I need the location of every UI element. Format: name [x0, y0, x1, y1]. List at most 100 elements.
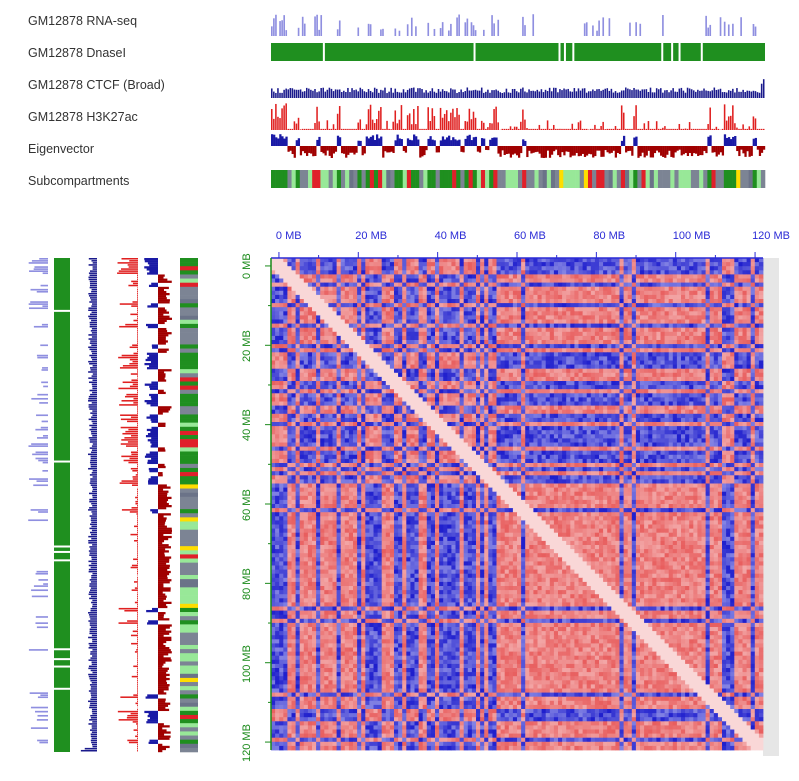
h3k27ac-bar-vertical — [137, 519, 138, 521]
heatmap-cell — [566, 303, 571, 308]
h3k27ac-bar — [524, 119, 526, 130]
heatmap-cell — [652, 356, 657, 361]
heatmap-cell — [640, 323, 645, 329]
rnaseq-bar-vertical — [34, 266, 48, 268]
heatmap-cell — [307, 303, 313, 308]
heatmap-cell — [357, 294, 362, 300]
eigenvector-bar-vertical — [146, 721, 158, 724]
heatmap-cell — [381, 356, 387, 361]
h3k27ac-bar — [670, 128, 672, 130]
ctcf-bar-vertical — [89, 628, 97, 631]
heatmap-cell — [348, 266, 354, 271]
heatmap-cell — [480, 360, 485, 365]
heatmap-cell — [324, 360, 329, 365]
heatmap-cell — [406, 299, 411, 304]
subcompartment-segment-vertical — [180, 562, 198, 568]
heatmap-cell — [398, 282, 403, 288]
heatmap-cell — [275, 352, 280, 357]
eigenvector-bar — [620, 140, 624, 146]
heatmap-cell — [562, 348, 567, 353]
heatmap-cell — [545, 286, 551, 292]
heatmap-cell — [607, 262, 612, 267]
h3k27ac-bar — [540, 128, 543, 130]
ctcf-bar — [303, 91, 306, 98]
heatmap-cell — [615, 299, 620, 304]
heatmap-cell — [394, 299, 399, 304]
heatmap-cell — [533, 266, 538, 271]
heatmap-cell — [467, 311, 473, 316]
eigenvector-bar — [322, 146, 325, 154]
eigenvector-bar-vertical — [158, 330, 168, 333]
heatmap-cell — [439, 274, 444, 279]
heatmap-cell — [652, 335, 657, 341]
heatmap-cell — [541, 303, 547, 308]
heatmap-cell — [332, 311, 337, 316]
heatmap-cell — [328, 315, 333, 320]
h3k27ac-bar — [448, 121, 450, 130]
heatmap-cell — [627, 274, 633, 279]
heatmap-cell — [435, 307, 440, 312]
heatmap-cell — [512, 286, 518, 292]
h3k27ac-bar — [643, 123, 646, 130]
heatmap-cell — [525, 262, 530, 267]
subcompartment-segment-vertical — [180, 595, 198, 600]
heatmap-cell — [279, 258, 284, 263]
eigenvector-bar-vertical — [158, 332, 172, 335]
heatmap-cell — [344, 335, 350, 341]
heatmap-cell — [553, 262, 559, 267]
heatmap-cell — [754, 348, 760, 353]
h3k27ac-bar-vertical — [125, 430, 138, 433]
subcompartment-segment — [365, 170, 371, 188]
heatmap-cell — [746, 360, 752, 365]
heatmap-cell — [742, 315, 747, 320]
heatmap-cell — [648, 294, 653, 300]
heatmap-cell — [537, 356, 542, 361]
heatmap-cell — [340, 290, 346, 296]
heatmap-cell — [558, 356, 563, 361]
contact-heatmap[interactable] — [271, 258, 764, 751]
heatmap-cell — [303, 270, 309, 275]
heatmap-cell — [463, 278, 469, 283]
subcompartment-segment — [579, 170, 585, 188]
eigenvector-bar — [540, 146, 543, 158]
heatmap-cell — [381, 331, 387, 337]
eigenvector-bar-vertical — [147, 714, 158, 718]
eigenvector-bar — [478, 146, 482, 153]
heatmap-cell — [500, 360, 506, 365]
heatmap-cell — [574, 282, 579, 288]
h3k27ac-bar — [674, 128, 676, 130]
heatmap-cell — [529, 319, 534, 324]
eigenvector-bar-vertical — [147, 305, 158, 308]
heatmap-cell — [685, 270, 690, 275]
h3k27ac-bar-vertical — [137, 745, 138, 748]
heatmap-cell — [644, 282, 649, 288]
heatmap-cell — [623, 294, 629, 300]
ctcf-bar — [421, 89, 423, 98]
heatmap-cell — [291, 290, 296, 296]
eigenvector-bar-vertical — [158, 749, 163, 753]
subcompartment-segment-vertical — [180, 467, 198, 473]
heatmap-cell — [500, 307, 506, 312]
heatmap-cell — [656, 360, 661, 365]
heatmap-cell — [385, 299, 391, 304]
heatmap-cell — [410, 331, 415, 337]
dnase-band-vertical — [54, 258, 70, 752]
heatmap-cell — [504, 348, 510, 353]
heatmap-cell — [533, 352, 538, 357]
heatmap-cell — [467, 331, 473, 337]
heatmap-cell — [279, 323, 284, 329]
heatmap-cell — [590, 258, 596, 263]
heatmap-cell — [664, 266, 670, 271]
heatmap-cell — [512, 327, 518, 333]
heatmap-cell — [377, 348, 383, 353]
heatmap-cell — [517, 340, 522, 345]
heatmap-cell — [291, 352, 296, 357]
heatmap-cell — [365, 364, 370, 370]
heatmap-cell — [582, 340, 588, 345]
eigenvector-bar — [699, 146, 702, 156]
ctcf-bar-vertical — [91, 402, 97, 404]
heatmap-cell — [709, 344, 715, 349]
heatmap-cell — [545, 344, 551, 349]
heatmap-cell — [713, 331, 719, 337]
heatmap-cell — [430, 323, 436, 329]
